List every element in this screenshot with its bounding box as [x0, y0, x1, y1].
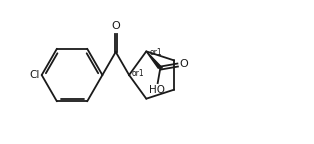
Text: O: O: [179, 59, 188, 69]
Text: or1: or1: [149, 48, 162, 57]
Text: HO: HO: [149, 86, 165, 95]
Polygon shape: [146, 51, 162, 68]
Text: or1: or1: [132, 69, 145, 78]
Text: Cl: Cl: [29, 70, 39, 80]
Text: O: O: [111, 21, 120, 31]
